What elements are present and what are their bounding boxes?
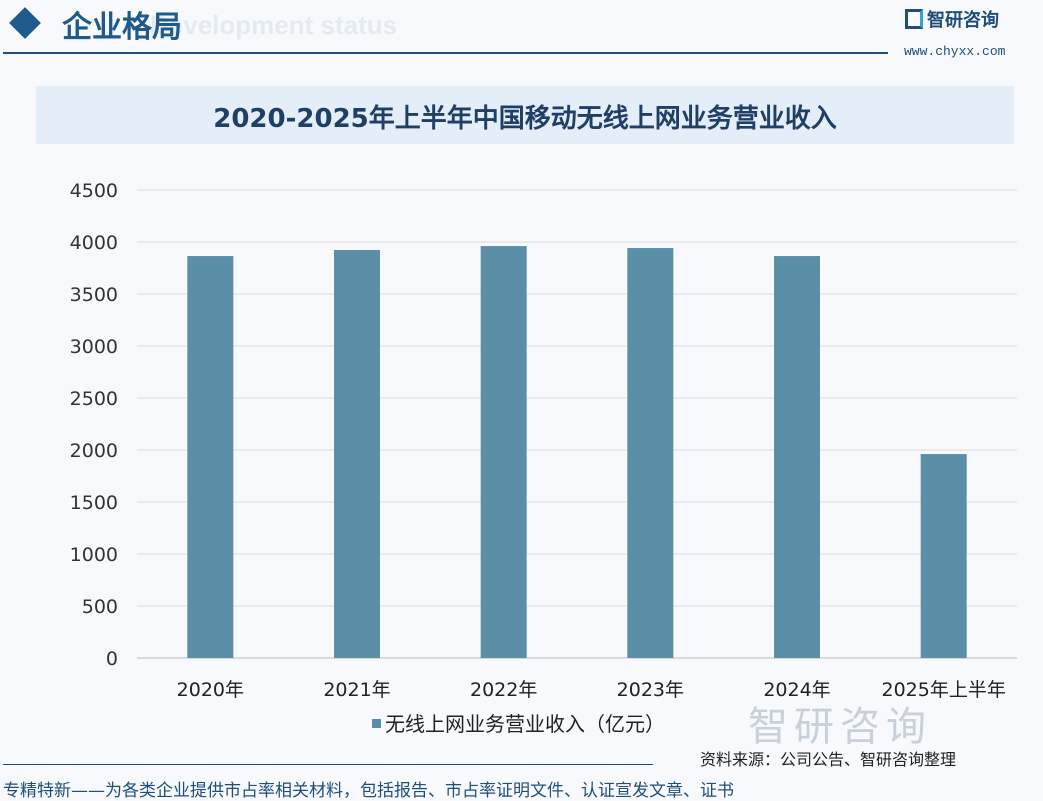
bar xyxy=(334,250,380,658)
y-tick-label: 500 xyxy=(82,596,118,618)
x-tick-label: 2020年 xyxy=(177,679,244,701)
header-ghost-text: Development status xyxy=(150,10,398,40)
section-title: 企业格局 xyxy=(62,10,182,45)
x-tick-label: 2021年 xyxy=(323,679,390,701)
y-tick-label: 1500 xyxy=(70,492,118,514)
bar xyxy=(627,248,674,659)
legend: 无线上网业务营业收入（亿元） xyxy=(372,708,665,737)
logo-text: 智研咨询 xyxy=(927,10,999,31)
x-tick-label: 2025年上半年 xyxy=(881,679,1005,701)
bar xyxy=(480,246,527,658)
y-tick-label: 3000 xyxy=(70,336,118,358)
watermark: 智研咨询 xyxy=(748,704,932,750)
bar xyxy=(920,454,967,658)
bar xyxy=(774,256,820,658)
y-tick-label: 4500 xyxy=(70,180,118,202)
y-tick-label: 2500 xyxy=(70,388,118,410)
y-tick-label: 1000 xyxy=(70,544,118,566)
y-tick-label: 4000 xyxy=(70,232,118,254)
source-divider xyxy=(3,764,653,765)
footer-text: 专精特新——为各类企业提供市占率相关材料，包括报告、市占率证明文件、认证宣发文章… xyxy=(3,781,734,801)
x-tick-label: 2022年 xyxy=(470,679,537,701)
bar xyxy=(187,256,234,658)
source-note: 资料来源：公司公告、智研咨询整理 xyxy=(700,750,957,769)
legend-label: 无线上网业务营业收入（亿元） xyxy=(385,712,665,736)
x-tick-label: 2023年 xyxy=(617,679,684,701)
chart-title: 2020-2025年上半年中国移动无线上网业务营业收入 xyxy=(213,104,837,134)
header-divider xyxy=(3,52,888,54)
y-tick-label: 2000 xyxy=(70,440,118,462)
y-tick-label: 0 xyxy=(106,648,118,670)
legend-swatch xyxy=(372,719,381,728)
logo-icon xyxy=(905,9,923,29)
site-url: www.chyxx.com xyxy=(904,44,1006,59)
x-tick-label: 2024年 xyxy=(763,679,830,701)
chart-title-box: 2020-2025年上半年中国移动无线上网业务营业收入 xyxy=(36,86,1014,144)
y-tick-label: 3500 xyxy=(70,284,118,306)
logo: 智研咨询 xyxy=(905,6,999,32)
